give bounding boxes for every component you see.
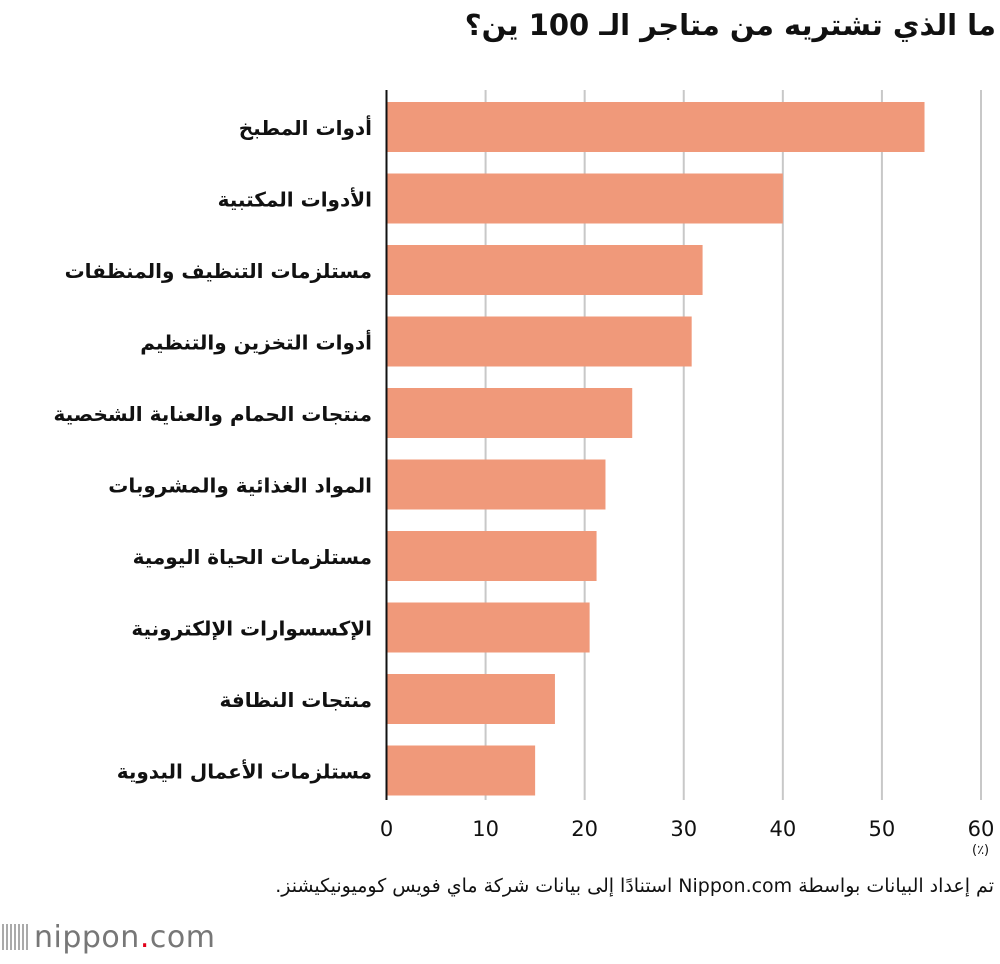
x-tick-label: 60 [968, 817, 995, 841]
x-tick-label: 30 [670, 817, 697, 841]
category-label: أدوات المطبخ [239, 114, 372, 140]
category-label: الإكسسوارات الإلكترونية [131, 617, 372, 641]
chart-title: ما الذي تشتريه من متاجر الـ 100 ين؟ [464, 8, 996, 42]
category-label: مستلزمات التنظيف والمنظفات [65, 259, 372, 283]
category-label: منتجات النظافة [220, 688, 372, 712]
bar [386, 316, 692, 367]
x-tick-label: 10 [472, 817, 499, 841]
x-tick-label: 50 [869, 817, 896, 841]
bar [386, 459, 606, 510]
x-axis-unit: (٪) [972, 843, 990, 858]
x-tick-label: 0 [380, 817, 393, 841]
logo-suffix: com [149, 920, 216, 955]
category-label: المواد الغذائية والمشروبات [108, 474, 372, 498]
source-note: تم إعداد البيانات بواسطة Nippon.com استن… [275, 875, 994, 897]
category-label: منتجات الحمام والعناية الشخصية [53, 402, 372, 426]
x-tick-label: 20 [571, 817, 598, 841]
bar [386, 602, 590, 653]
x-tick-label: 40 [769, 817, 796, 841]
bar [386, 388, 633, 438]
category-label: مستلزمات الأعمال اليدوية [117, 759, 372, 784]
bar [386, 745, 536, 796]
logo-bars-icon [2, 924, 28, 950]
bar [386, 173, 783, 224]
category-label: مستلزمات الحياة اليومية [133, 545, 372, 569]
logo-main: nippon [34, 920, 140, 955]
category-label: أدوات التخزين والتنظيم [140, 329, 372, 355]
bar [386, 674, 555, 724]
category-label: الأدوات المكتبية [218, 187, 372, 212]
bar-chart: 0 10 20 30 40 50 60 أدوات المطبخ الأدوات المكتبي… [53, 90, 995, 841]
bar [386, 531, 597, 581]
logo-dot: . [139, 920, 150, 955]
bar [386, 102, 925, 152]
nippon-logo: nippon.com [2, 920, 215, 955]
bar [386, 245, 703, 295]
